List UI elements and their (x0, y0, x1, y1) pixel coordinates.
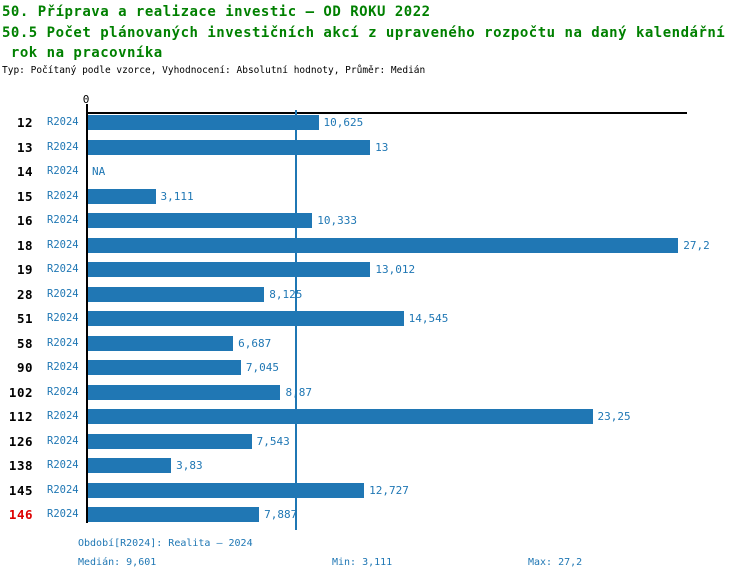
x-axis-zero-tick-label: 0 (82, 93, 90, 106)
report-subtitle: Typ: Počítaný podle vzorce, Vyhodnocení:… (2, 65, 426, 76)
value-bar (88, 139, 371, 155)
value-bar (88, 262, 371, 278)
row-period-label: R2024 (47, 361, 79, 374)
row-period-label: R2024 (47, 483, 79, 496)
value-label: 10,625 (323, 116, 364, 129)
row-category-label: 15 (16, 188, 33, 204)
chart-row: 16 R2024 10,333 (0, 213, 750, 229)
row-period-label: R2024 (47, 434, 79, 447)
value-label-na: NA (92, 165, 106, 179)
row-period-label: R2024 (47, 385, 79, 398)
row-period-label: R2024 (47, 459, 79, 472)
value-label: 6,687 (238, 336, 272, 350)
chart-row: 90 R2024 7,045 (0, 360, 750, 376)
report-title-line3: rok na pracovníka (2, 45, 163, 61)
chart-row: 58 R2024 6,687 (0, 335, 750, 351)
value-label: 7,045 (245, 361, 279, 375)
value-bar (88, 115, 319, 130)
row-category-label: 145 (8, 482, 33, 498)
value-bar (88, 237, 679, 253)
chart-row: 112 R2024 23,25 (0, 409, 750, 425)
value-label: 14,545 (408, 312, 449, 326)
row-category-label: 138 (8, 458, 33, 474)
x-axis-top-line (86, 112, 687, 114)
row-period-label: R2024 (47, 116, 79, 128)
value-bar (88, 458, 172, 474)
report-title-line1: 50. Příprava a realizace investic – OD R… (2, 4, 431, 20)
chart-row: 12 R2024 10,625 (0, 115, 750, 130)
value-label: 13 (375, 140, 389, 154)
row-period-label: R2024 (47, 287, 79, 300)
chart-row: 14 R2024 NA (0, 164, 750, 179)
value-bar (88, 360, 241, 376)
value-label: 10,333 (317, 214, 357, 228)
value-label: 13,012 (375, 263, 416, 277)
value-bar (88, 213, 313, 229)
chart-row: 138 R2024 3,83 (0, 458, 750, 474)
value-label: 8,87 (285, 385, 312, 399)
chart-row: 145 R2024 12,727 (0, 482, 750, 498)
value-bar (88, 335, 234, 351)
chart-row: 102 R2024 8,87 (0, 384, 750, 400)
value-bar (88, 188, 156, 204)
value-label: 8,125 (269, 287, 303, 301)
value-bar (88, 507, 260, 523)
chart-row: 51 R2024 14,545 (0, 311, 750, 327)
value-bar (88, 482, 365, 498)
row-period-label: R2024 (47, 508, 79, 521)
row-period-label: R2024 (47, 336, 79, 349)
chart-row: 126 R2024 7,543 (0, 433, 750, 449)
row-category-label: 12 (16, 115, 33, 130)
row-category-label: 126 (8, 433, 33, 449)
y-axis-line (86, 108, 88, 523)
value-bar (88, 311, 404, 327)
row-period-label: R2024 (47, 165, 79, 178)
row-category-label: 58 (16, 335, 33, 351)
row-category-label: 16 (16, 213, 33, 229)
chart-row: 13 R2024 13 (0, 139, 750, 155)
row-category-label: 14 (16, 164, 33, 180)
row-category-label: 112 (8, 409, 33, 425)
row-category-label: 19 (16, 262, 33, 278)
chart-row: 146 R2024 7,887 (0, 507, 750, 523)
row-category-label: 51 (16, 311, 33, 327)
chart-row: 28 R2024 8,125 (0, 286, 750, 302)
value-bar (88, 384, 281, 400)
row-category-label: 102 (8, 384, 33, 400)
row-category-label: 28 (16, 286, 33, 302)
value-label: 7,887 (264, 508, 298, 522)
row-category-label: 18 (16, 237, 33, 253)
row-period-label: R2024 (47, 263, 79, 276)
row-period-label: R2024 (47, 312, 79, 325)
row-period-label: R2024 (47, 140, 79, 153)
footer-median-value: Medián: 9,601 (78, 557, 157, 568)
value-label: 27,2 (683, 238, 710, 252)
chart-row: 15 R2024 3,111 (0, 188, 750, 204)
value-label: 7,543 (256, 434, 290, 448)
value-label: 3,111 (160, 189, 194, 203)
row-period-label: R2024 (47, 214, 79, 227)
row-period-label: R2024 (47, 189, 79, 202)
value-label: 3,83 (176, 459, 203, 473)
chart-row: 19 R2024 13,012 (0, 262, 750, 278)
footer-max-value: Max: 27,2 (528, 557, 583, 568)
row-category-label: 146 (8, 507, 33, 523)
value-bar (88, 286, 265, 302)
value-bar (88, 409, 593, 425)
footer-min-value: Min: 3,111 (332, 557, 393, 568)
value-bar (88, 433, 252, 449)
chart-row: 18 R2024 27,2 (0, 237, 750, 253)
row-period-label: R2024 (47, 238, 79, 251)
row-category-label: 90 (16, 360, 33, 376)
row-period-label: R2024 (47, 410, 79, 423)
value-label: 12,727 (369, 483, 409, 497)
row-category-label: 13 (16, 139, 33, 155)
footer-period-info: Období[R2024]: Realita – 2024 (78, 538, 253, 549)
report-title-line2: 50.5 Počet plánovaných investičních akcí… (2, 25, 726, 41)
value-label: 23,25 (597, 410, 631, 424)
